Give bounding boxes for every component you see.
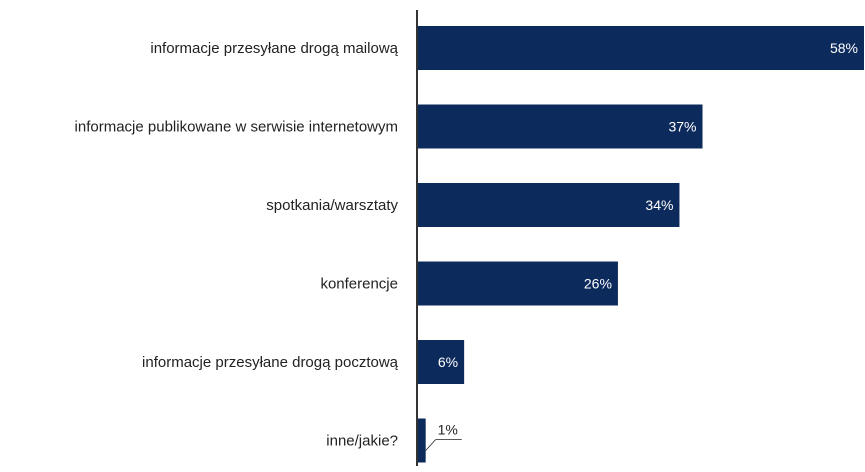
- value-label: 58%: [830, 40, 858, 56]
- value-label: 34%: [645, 197, 673, 213]
- bar: [418, 26, 864, 70]
- category-labels: informacje przesyłane drogą mailową infor…: [75, 40, 399, 450]
- value-label: 1%: [438, 422, 458, 438]
- value-label: 26%: [584, 276, 612, 292]
- category-label: informacje publikowane w serwisie intern…: [75, 119, 398, 136]
- category-label: informacje przesyłane drogą pocztową: [142, 354, 399, 371]
- value-label: 6%: [438, 354, 458, 370]
- bar: [418, 261, 618, 306]
- category-label: informacje przesyłane drogą mailową: [150, 40, 398, 57]
- bar: [418, 183, 680, 227]
- value-label: 37%: [668, 119, 696, 135]
- bar: [418, 340, 465, 384]
- category-label: konferencje: [320, 276, 398, 293]
- category-label: spotkania/warsztaty: [266, 197, 398, 214]
- value-labels: 58% 37% 34% 26% 6% 1%: [425, 40, 858, 451]
- category-label: inne/jakie?: [326, 433, 398, 450]
- bars: [418, 26, 864, 463]
- bar: [418, 104, 703, 149]
- bar: [418, 418, 426, 463]
- leader-line: [425, 439, 436, 451]
